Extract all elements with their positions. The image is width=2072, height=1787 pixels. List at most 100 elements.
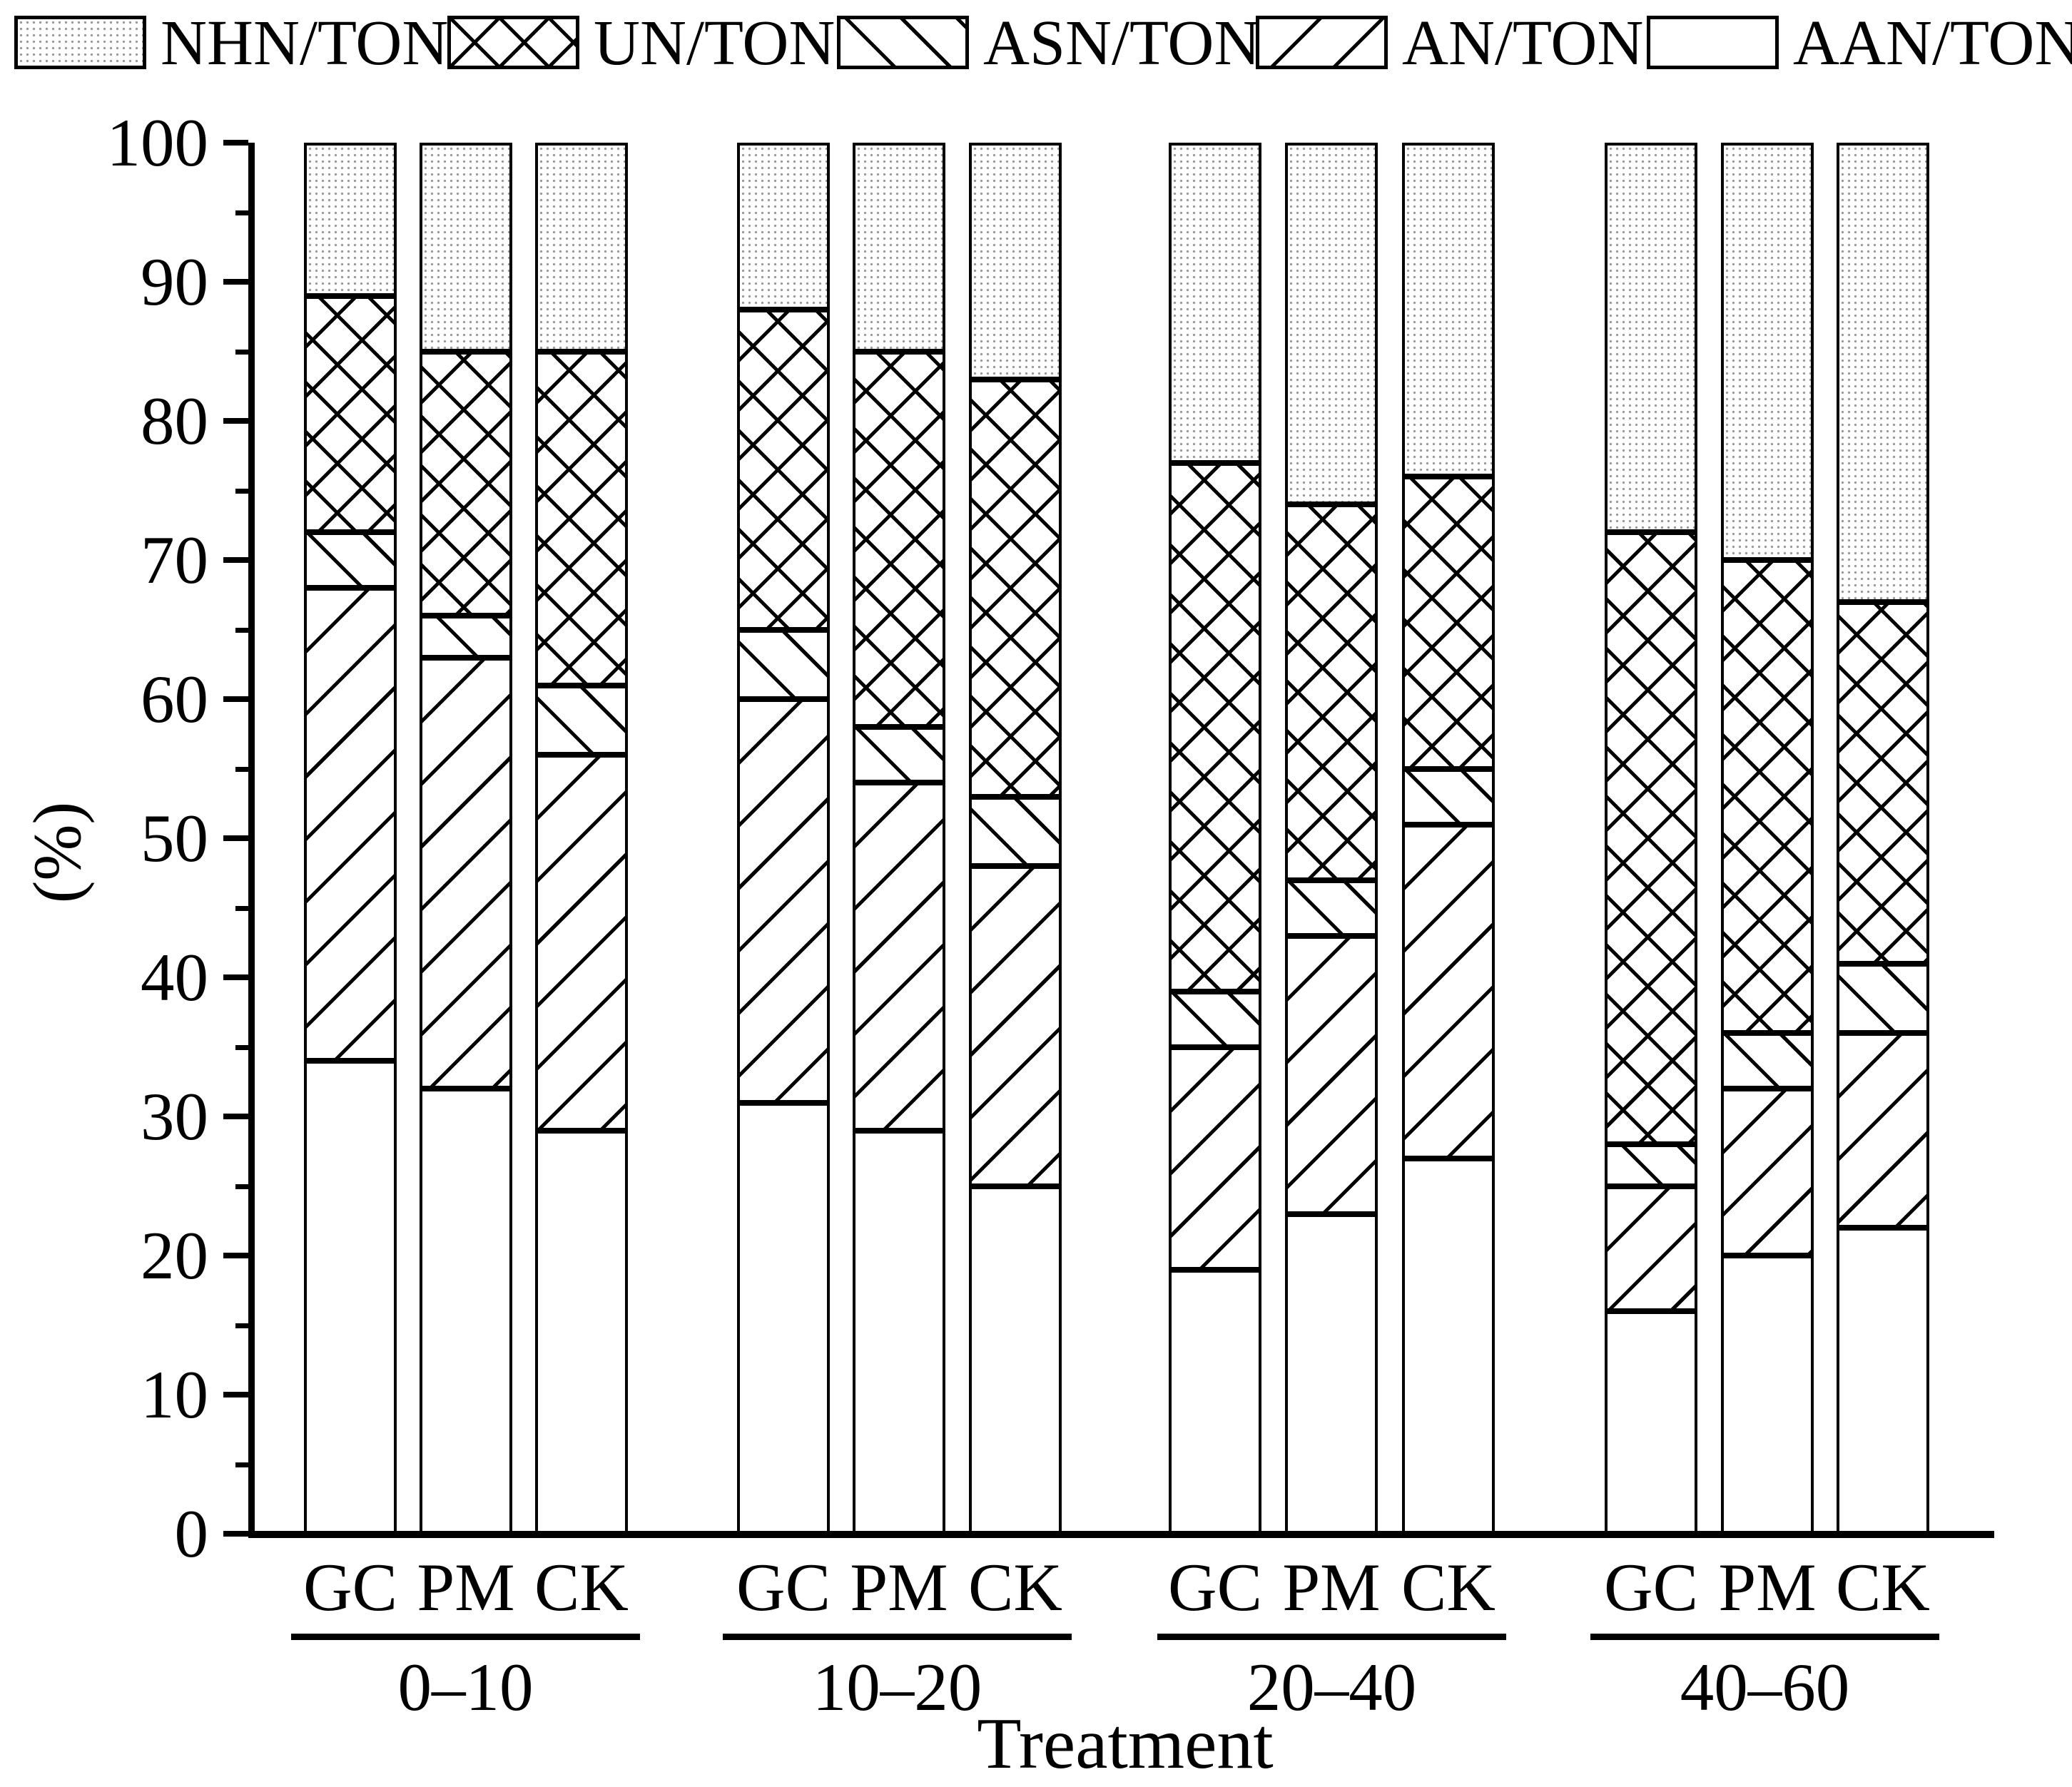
an-ton-swatch-icon: [1256, 16, 1388, 69]
segment-nhn-ton-pm-0-10: [420, 143, 512, 352]
segment-un-ton-gc-40-60: [1605, 532, 1697, 1144]
segment-nhn-ton-pm-20-40: [1285, 143, 1378, 504]
segment-nhn-ton-gc-0-10: [304, 143, 397, 296]
y-tick-label-100: 100: [106, 105, 209, 180]
y-tick-label-10: 10: [141, 1357, 208, 1432]
bar-ck-20-40: [1402, 0, 1495, 1787]
segment-an-ton-ck-40-60: [1837, 1033, 1929, 1228]
legend-item-aan-ton: AAN/TON: [1647, 0, 2072, 86]
segment-an-ton-gc-0-10: [304, 588, 397, 1061]
segment-un-ton-pm-10-20: [853, 351, 945, 727]
bar-ck-0-10: [535, 0, 628, 1787]
legend-item-nhn-ton: NHN/TON: [14, 0, 448, 86]
y-major-tick-60: [223, 696, 248, 702]
segment-nhn-ton-ck-20-40: [1402, 143, 1495, 477]
y-major-tick-30: [223, 1114, 248, 1119]
y-tick-label-20: 20: [141, 1218, 208, 1293]
segment-an-ton-ck-20-40: [1402, 824, 1495, 1159]
segment-aan-ton-pm-10-20: [853, 1130, 945, 1534]
segment-un-ton-gc-10-20: [737, 310, 830, 630]
segment-un-ton-ck-20-40: [1402, 477, 1495, 769]
asn-ton-swatch-icon: [837, 16, 969, 69]
bar-ck-40-60: [1837, 0, 1929, 1787]
y-major-tick-80: [223, 418, 248, 424]
bar-gc-0-10: [304, 0, 397, 1787]
un-ton-swatch-icon: [447, 16, 579, 69]
y-minor-tick-35: [235, 1044, 248, 1050]
x-tick-label-gc-40-60: GC: [1604, 1549, 1698, 1625]
segment-aan-ton-pm-0-10: [420, 1089, 512, 1534]
y-tick-label-0: 0: [174, 1496, 209, 1572]
nhn-ton-swatch-icon: [14, 16, 146, 69]
y-major-tick-70: [223, 557, 248, 563]
legend-label: AAN/TON: [1793, 8, 2072, 78]
segment-un-ton-ck-0-10: [535, 351, 628, 686]
group-underline-0-10: [291, 1634, 640, 1640]
segment-asn-ton-pm-10-20: [853, 727, 945, 783]
y-major-tick-10: [223, 1392, 248, 1397]
segment-aan-ton-pm-20-40: [1285, 1213, 1378, 1534]
y-major-tick-0: [223, 1531, 248, 1537]
group-label-20-40: 20–40: [1246, 1649, 1417, 1725]
segment-aan-ton-ck-10-20: [969, 1186, 1062, 1534]
group-label-10-20: 10–20: [812, 1649, 982, 1725]
y-major-tick-100: [223, 140, 248, 146]
group-label-40-60: 40–60: [1680, 1649, 1850, 1725]
group-label-0-10: 0–10: [397, 1649, 534, 1725]
group-underline-40-60: [1590, 1634, 1939, 1640]
x-tick-label-ck-20-40: CK: [1401, 1549, 1495, 1625]
x-tick-label-pm-0-10: PM: [417, 1549, 515, 1625]
segment-aan-ton-gc-10-20: [737, 1102, 830, 1534]
y-major-tick-20: [223, 1253, 248, 1258]
group-underline-10-20: [723, 1634, 1072, 1640]
x-tick-label-ck-0-10: CK: [534, 1549, 629, 1625]
bar-gc-20-40: [1169, 0, 1261, 1787]
bar-gc-40-60: [1605, 0, 1697, 1787]
segment-aan-ton-ck-40-60: [1837, 1228, 1929, 1534]
y-minor-tick-25: [235, 1183, 248, 1189]
legend-label: NHN/TON: [161, 8, 449, 78]
segment-asn-ton-pm-0-10: [420, 616, 512, 658]
segment-un-ton-ck-10-20: [969, 379, 1062, 797]
segment-nhn-ton-gc-20-40: [1169, 143, 1261, 463]
segment-aan-ton-pm-40-60: [1721, 1256, 1814, 1534]
legend-item-asn-ton: ASN/TON: [837, 0, 1260, 86]
segment-an-ton-pm-40-60: [1721, 1089, 1814, 1256]
x-axis-line: [248, 1531, 1994, 1538]
segment-an-ton-ck-0-10: [535, 755, 628, 1131]
y-tick-label-90: 90: [141, 244, 208, 320]
segment-nhn-ton-ck-10-20: [969, 143, 1062, 380]
x-tick-label-gc-0-10: GC: [303, 1549, 397, 1625]
aan-ton-swatch-icon: [1647, 16, 1779, 69]
segment-asn-ton-gc-10-20: [737, 629, 830, 699]
bar-pm-40-60: [1721, 0, 1814, 1787]
bar-pm-10-20: [853, 0, 945, 1787]
y-minor-tick-5: [235, 1462, 248, 1467]
segment-an-ton-gc-10-20: [737, 699, 830, 1103]
y-axis-title: (%): [19, 801, 95, 904]
legend: NHN/TON UN/TON ASN/TON AN/TON AAN/TON: [0, 0, 2072, 86]
segment-an-ton-pm-10-20: [853, 783, 945, 1131]
segment-nhn-ton-ck-0-10: [535, 143, 628, 352]
segment-asn-ton-pm-20-40: [1285, 880, 1378, 936]
legend-label: ASN/TON: [983, 8, 1261, 78]
x-tick-label-ck-10-20: CK: [968, 1549, 1062, 1625]
segment-aan-ton-gc-0-10: [304, 1061, 397, 1534]
segment-asn-ton-gc-40-60: [1605, 1144, 1697, 1186]
y-axis-line: [248, 143, 255, 1538]
y-minor-tick-95: [235, 210, 248, 215]
x-axis-title: Treatment: [977, 1704, 1274, 1784]
x-tick-label-pm-40-60: PM: [1718, 1549, 1817, 1625]
segment-un-ton-pm-20-40: [1285, 504, 1378, 880]
x-tick-label-pm-20-40: PM: [1282, 1549, 1381, 1625]
y-minor-tick-45: [235, 905, 248, 911]
x-tick-label-gc-10-20: GC: [736, 1549, 831, 1625]
segment-un-ton-ck-40-60: [1837, 601, 1929, 964]
y-major-tick-40: [223, 974, 248, 980]
y-major-tick-90: [223, 279, 248, 285]
legend-label: UN/TON: [594, 8, 836, 78]
segment-asn-ton-ck-10-20: [969, 796, 1062, 866]
segment-un-ton-pm-40-60: [1721, 560, 1814, 1033]
segment-an-ton-ck-10-20: [969, 866, 1062, 1186]
legend-item-an-ton: AN/TON: [1256, 0, 1655, 86]
